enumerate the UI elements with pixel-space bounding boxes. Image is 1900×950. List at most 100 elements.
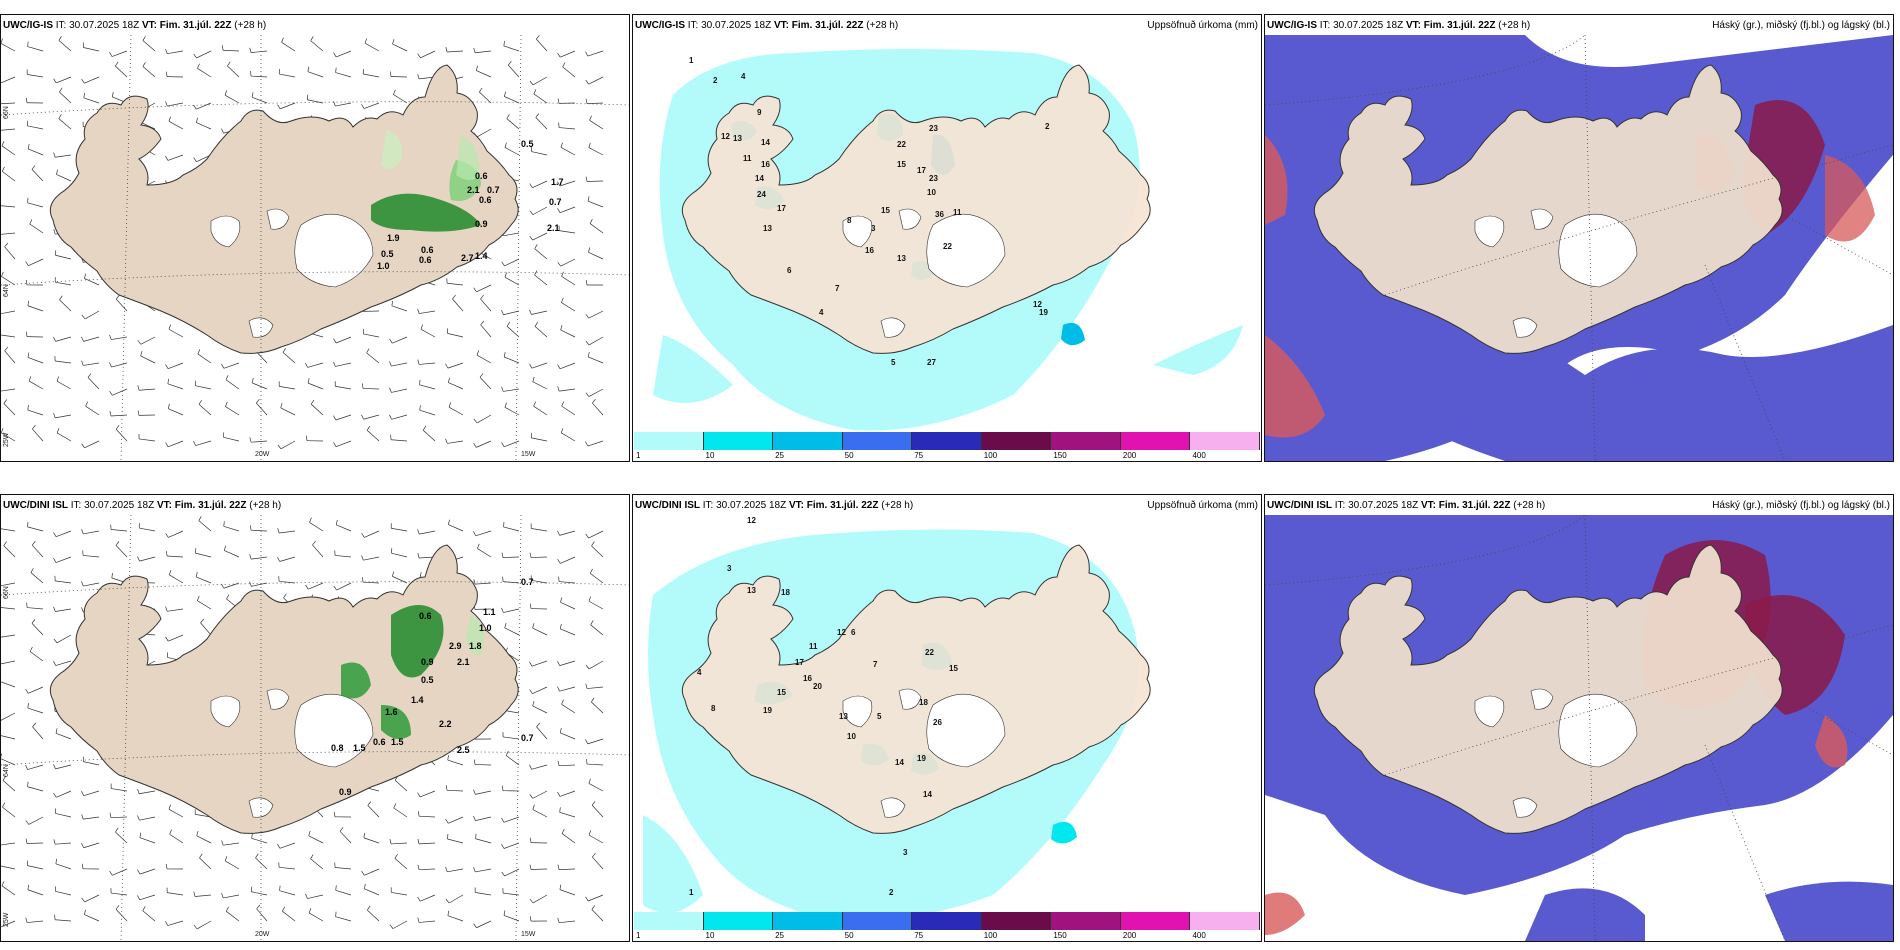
- axis-lat66: 66N: [3, 106, 10, 119]
- wind-map: 0.50.60.70.60.91.70.72.11.90.51.00.60.6 2…: [1, 35, 629, 461]
- value-label: 13: [839, 712, 848, 721]
- value-label: 4: [697, 668, 702, 677]
- value-label: 11: [743, 154, 752, 163]
- panel-header: UWC/IG-IS IT: 30.07.2025 18Z VT: Fim. 31…: [635, 20, 899, 31]
- panel-header: UWC/DINI ISL IT: 30.07.2025 18Z VT: Fim.…: [1267, 500, 1546, 511]
- iceland-land: [49, 64, 519, 354]
- axis-lon20: 20W: [255, 451, 270, 458]
- value-label: 6: [851, 628, 856, 637]
- lat-lon-grid: [1, 35, 629, 461]
- value-label: 0.7: [549, 197, 562, 207]
- value-label: 2.1: [547, 223, 560, 233]
- iceland-land: [681, 64, 1151, 354]
- axis-lat66: 66N: [3, 586, 10, 599]
- colorbar-tick: 1: [636, 931, 641, 940]
- value-label: 24: [757, 190, 766, 199]
- value-label: 0.7: [487, 185, 500, 195]
- value-label: 2.7: [461, 253, 474, 263]
- iceland-land: [1313, 544, 1783, 834]
- value-label: 0.6: [479, 195, 492, 205]
- value-label: 12: [1033, 300, 1042, 309]
- value-label: 1: [689, 888, 694, 897]
- precip-colorbar: 1 10 25 50 75 100 150 200 400: [634, 432, 1260, 460]
- green-precip-patches: [341, 605, 485, 739]
- value-label: 0.6: [419, 611, 432, 621]
- value-label: 10: [927, 188, 936, 197]
- value-label: 26: [933, 718, 942, 727]
- value-label: 22: [943, 242, 952, 251]
- value-label: 0.5: [381, 249, 394, 259]
- precip-colorbar: 1 10 25 50 75 100 150 200 400: [634, 912, 1260, 940]
- colorbar-tick: 10: [705, 451, 715, 460]
- panel-header: UWC/IG-IS IT: 30.07.2025 18Z VT: Fim. 31…: [1267, 20, 1531, 31]
- value-label: 1.9: [387, 233, 400, 243]
- value-label: 1.5: [353, 743, 366, 753]
- value-label: 17: [777, 204, 786, 213]
- glaciers: [1474, 688, 1638, 818]
- value-label: 17: [795, 658, 804, 667]
- value-label: 14: [895, 758, 904, 767]
- wind-values-top: 0.50.60.70.60.91.70.72.11.90.51.00.60.6 2…: [377, 139, 564, 271]
- colorbar-tick: 75: [914, 451, 924, 460]
- value-label: 0.9: [421, 657, 434, 667]
- colorbar-tick: 100: [983, 931, 998, 940]
- value-label: 9: [757, 108, 762, 117]
- colorbar-swatch: [1120, 912, 1191, 930]
- value-label: 2.1: [457, 657, 470, 667]
- value-label: 16: [865, 246, 874, 255]
- colorbar-tick: 150: [1053, 931, 1067, 940]
- panel-wind-dini: UWC/DINI ISL IT: 30.07.2025 18Z VT: Fim.…: [0, 494, 630, 942]
- value-label: 1.4: [411, 695, 424, 705]
- value-label: 23: [929, 174, 938, 183]
- panel-precip-dini: UWC/DINI ISL IT: 30.07.2025 18Z VT: Fim.…: [632, 494, 1262, 942]
- panel-cloud-dini: UWC/DINI ISL IT: 30.07.2025 18Z VT: Fim.…: [1264, 494, 1894, 942]
- axis-lon25: 25W: [3, 912, 10, 927]
- colorbar-swatch: [981, 432, 1052, 450]
- value-label: 1.6: [385, 707, 398, 717]
- axis-lon25: 25W: [3, 432, 10, 447]
- value-label: 14: [761, 138, 770, 147]
- high-cloud-red: [1265, 135, 1325, 438]
- value-label: 5: [877, 712, 882, 721]
- value-label: 19: [917, 754, 926, 763]
- value-label: 36: [935, 210, 944, 219]
- value-label: 1.5: [391, 737, 404, 747]
- colorbar-tick: 50: [844, 451, 854, 460]
- value-label: 8: [711, 704, 716, 713]
- panel-header: UWC/DINI ISL IT: 30.07.2025 18Z VT: Fim.…: [635, 500, 914, 511]
- value-label: 2.1: [467, 185, 480, 195]
- colorbar-tick: 400: [1192, 451, 1206, 460]
- panel-precip-igis: UWC/IG-IS IT: 30.07.2025 18Z VT: Fim. 31…: [632, 14, 1262, 462]
- value-label: 2: [1045, 122, 1050, 131]
- value-label: 15: [897, 160, 906, 169]
- value-label: 23: [929, 124, 938, 133]
- value-label: 19: [1039, 308, 1048, 317]
- panel-wind-igis: UWC/IG-IS IT: 30.07.2025 18Z VT: Fim. 31…: [0, 14, 630, 462]
- value-label: 15: [949, 664, 958, 673]
- value-label: 19: [763, 706, 772, 715]
- panel-header: UWC/DINI ISL IT: 30.07.2025 18Z VT: Fim.…: [3, 500, 282, 511]
- value-label: 3: [903, 848, 908, 857]
- value-label: 0.7: [521, 577, 534, 587]
- value-label: 12: [747, 516, 756, 525]
- lat-lon-grid: [1265, 515, 1893, 941]
- colorbar-swatch: [634, 432, 704, 450]
- value-label: 14: [923, 790, 932, 799]
- colorbar-tick: 25: [775, 931, 785, 940]
- glaciers: [210, 208, 374, 338]
- value-label: 0.9: [339, 787, 352, 797]
- value-label: 2.5: [457, 745, 470, 755]
- value-label: 1: [689, 56, 694, 65]
- colorbar-tick: 100: [983, 451, 998, 460]
- axis-lon20: 20W: [255, 931, 270, 938]
- iceland-land: [681, 544, 1151, 834]
- panel-title: Háský (gr.), miðský (fj.bl.) og lágský (…: [1712, 500, 1890, 511]
- value-label: 22: [925, 648, 934, 657]
- value-label: 10: [847, 732, 856, 741]
- value-label: 12: [721, 132, 730, 141]
- value-label: 1.1: [483, 607, 496, 617]
- value-label: 4: [819, 308, 824, 317]
- value-label: 1.0: [479, 623, 492, 633]
- axis-lat64: 64N: [3, 764, 10, 777]
- colorbar-tick: 200: [1122, 931, 1137, 940]
